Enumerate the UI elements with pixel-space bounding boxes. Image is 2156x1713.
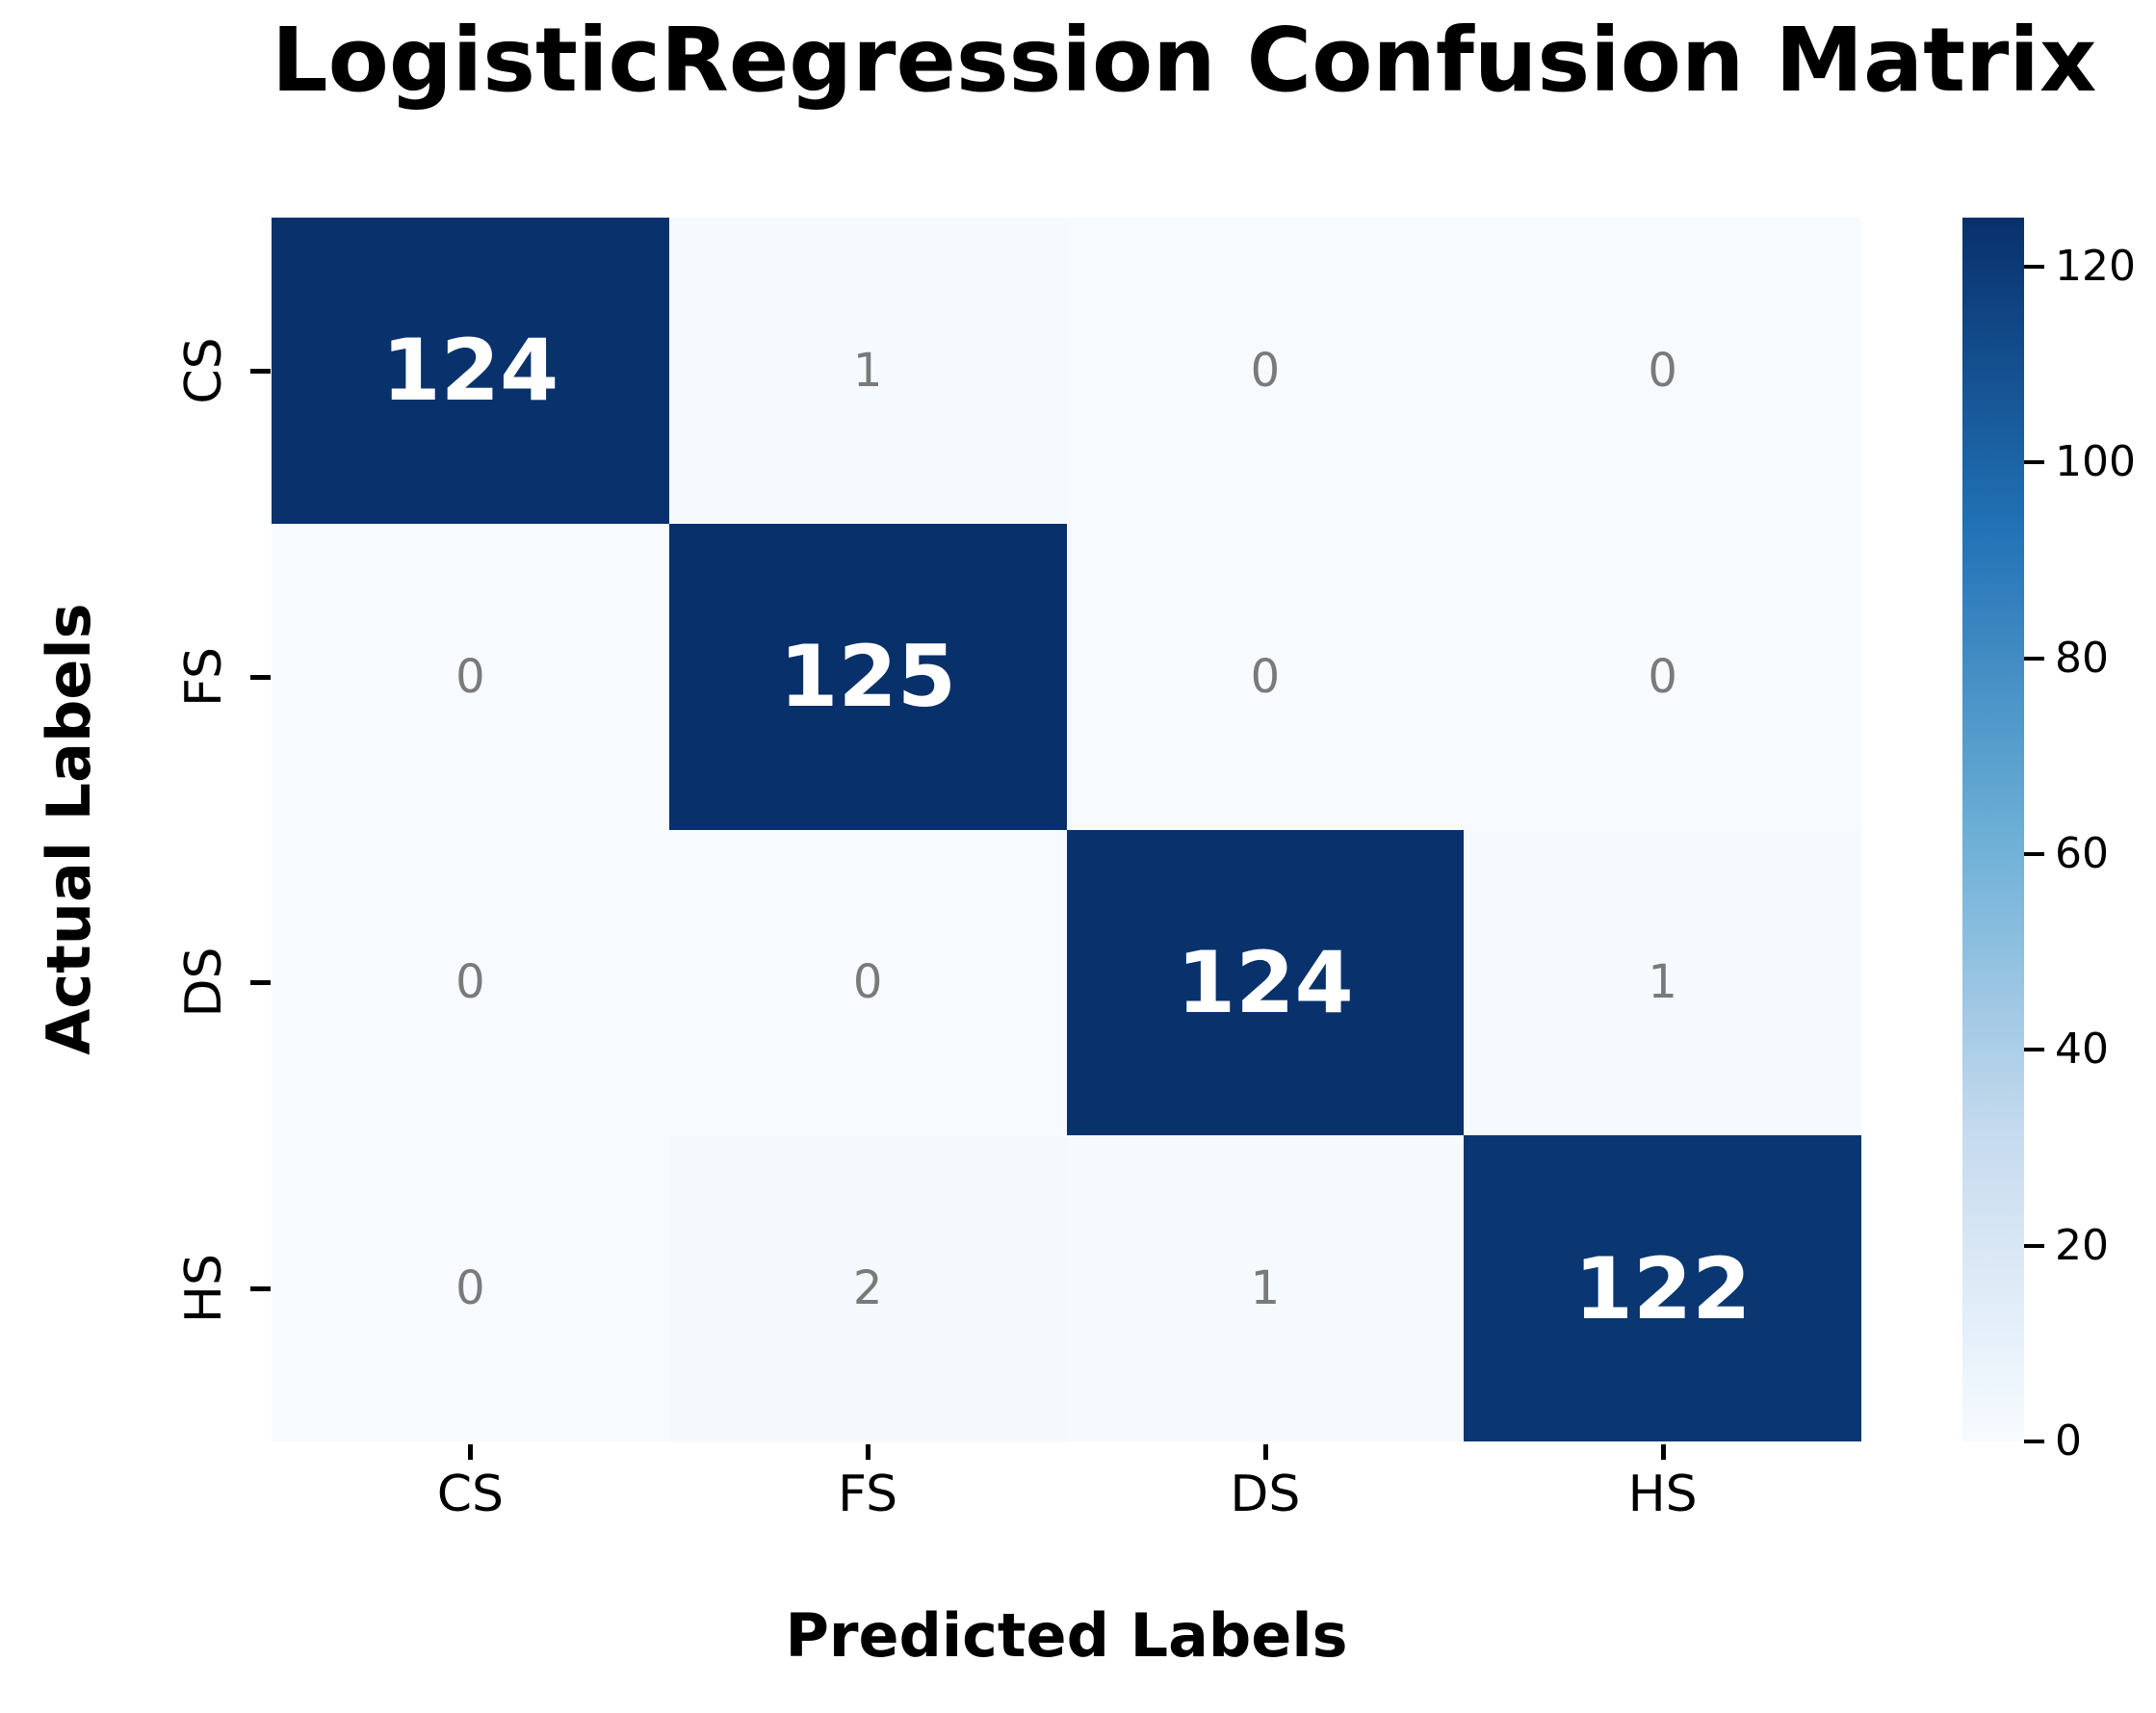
matrix-cell-value: 0 [455, 1261, 485, 1316]
matrix-cell-value: 0 [1250, 343, 1281, 398]
x-tick-label: HS [1627, 1466, 1698, 1523]
matrix-cell-value: 124 [1177, 932, 1354, 1032]
matrix-cell-value: 0 [1648, 649, 1677, 704]
matrix-cell: 0 [1066, 218, 1465, 524]
colorbar-tick-mark [2024, 1243, 2044, 1248]
colorbar-tick-mark [2024, 1440, 2044, 1443]
colorbar-tick-label: 20 [2055, 1220, 2109, 1270]
matrix-cell-value: 0 [455, 955, 485, 1010]
matrix-cell: 1 [1464, 829, 1861, 1136]
matrix-cell: 1 [668, 218, 1067, 524]
y-tick-label: HS [175, 1254, 233, 1324]
x-tick-mark [866, 1444, 871, 1460]
x-tick-label: CS [436, 1466, 505, 1523]
matrix-cell-value: 122 [1573, 1238, 1752, 1338]
matrix-cell: 124 [1066, 829, 1465, 1136]
matrix-cell-value: 1 [852, 343, 883, 398]
chart-title: LogisticRegression Confusion Matrix [272, 9, 2097, 112]
y-tick-mark [250, 368, 271, 374]
matrix-cell: 122 [1464, 1135, 1861, 1441]
colorbar-tick-label: 100 [2055, 437, 2136, 487]
x-tick-mark [1262, 1444, 1268, 1460]
matrix-cell: 0 [1464, 218, 1861, 524]
colorbar-tick-mark [2024, 264, 2044, 269]
y-tick-mark [250, 1286, 271, 1292]
colorbar-tick-label: 120 [2055, 241, 2136, 291]
matrix-cell: 0 [272, 829, 669, 1136]
colorbar-tick-label: 40 [2055, 1025, 2109, 1075]
colorbar-tick-label: 80 [2055, 633, 2109, 683]
matrix-cell-value: 0 [1250, 649, 1281, 704]
matrix-cell: 0 [272, 1135, 669, 1441]
matrix-cell-value: 0 [1648, 343, 1677, 398]
matrix-cell-value: 1 [1648, 955, 1677, 1010]
matrix-cell-value: 125 [779, 627, 956, 727]
x-tick-mark [468, 1444, 474, 1460]
colorbar-tick-mark [2024, 851, 2044, 856]
x-tick-label: DS [1230, 1466, 1301, 1523]
colorbar-tick-label: 60 [2055, 828, 2109, 878]
y-tick-mark [250, 674, 271, 680]
matrix-cell-value: 1 [1250, 1261, 1281, 1316]
matrix-cell-value: 124 [381, 321, 559, 421]
x-tick-label: FS [838, 1466, 898, 1523]
colorbar-tick-label: 0 [2055, 1416, 2082, 1466]
matrix-cell: 0 [1066, 523, 1465, 830]
y-tick-label: CS [175, 337, 233, 404]
matrix-cell: 125 [668, 523, 1067, 830]
heatmap-grid: 124 1 0 0 0 125 0 0 0 0 124 1 0 2 1 122 [272, 218, 1861, 1441]
y-tick-mark [250, 980, 271, 986]
matrix-cell: 124 [272, 218, 669, 524]
x-tick-mark [1660, 1444, 1666, 1460]
colorbar-tick-mark [2024, 460, 2044, 465]
y-axis-label: Actual Labels [34, 603, 104, 1055]
colorbar-tick-mark [2024, 1048, 2044, 1052]
matrix-cell-value: 0 [455, 649, 485, 704]
y-tick-label: DS [175, 947, 233, 1018]
colorbar-tick-mark [2024, 656, 2044, 661]
matrix-cell: 0 [668, 829, 1067, 1136]
matrix-cell: 0 [1464, 523, 1861, 830]
x-axis-label: Predicted Labels [785, 1600, 1348, 1671]
colorbar [1962, 218, 2024, 1441]
matrix-cell: 1 [1066, 1135, 1465, 1441]
matrix-cell-value: 0 [852, 955, 883, 1010]
matrix-cell: 2 [668, 1135, 1067, 1441]
y-tick-label: FS [175, 646, 233, 707]
matrix-cell-value: 2 [852, 1261, 883, 1316]
matrix-cell: 0 [272, 523, 669, 830]
